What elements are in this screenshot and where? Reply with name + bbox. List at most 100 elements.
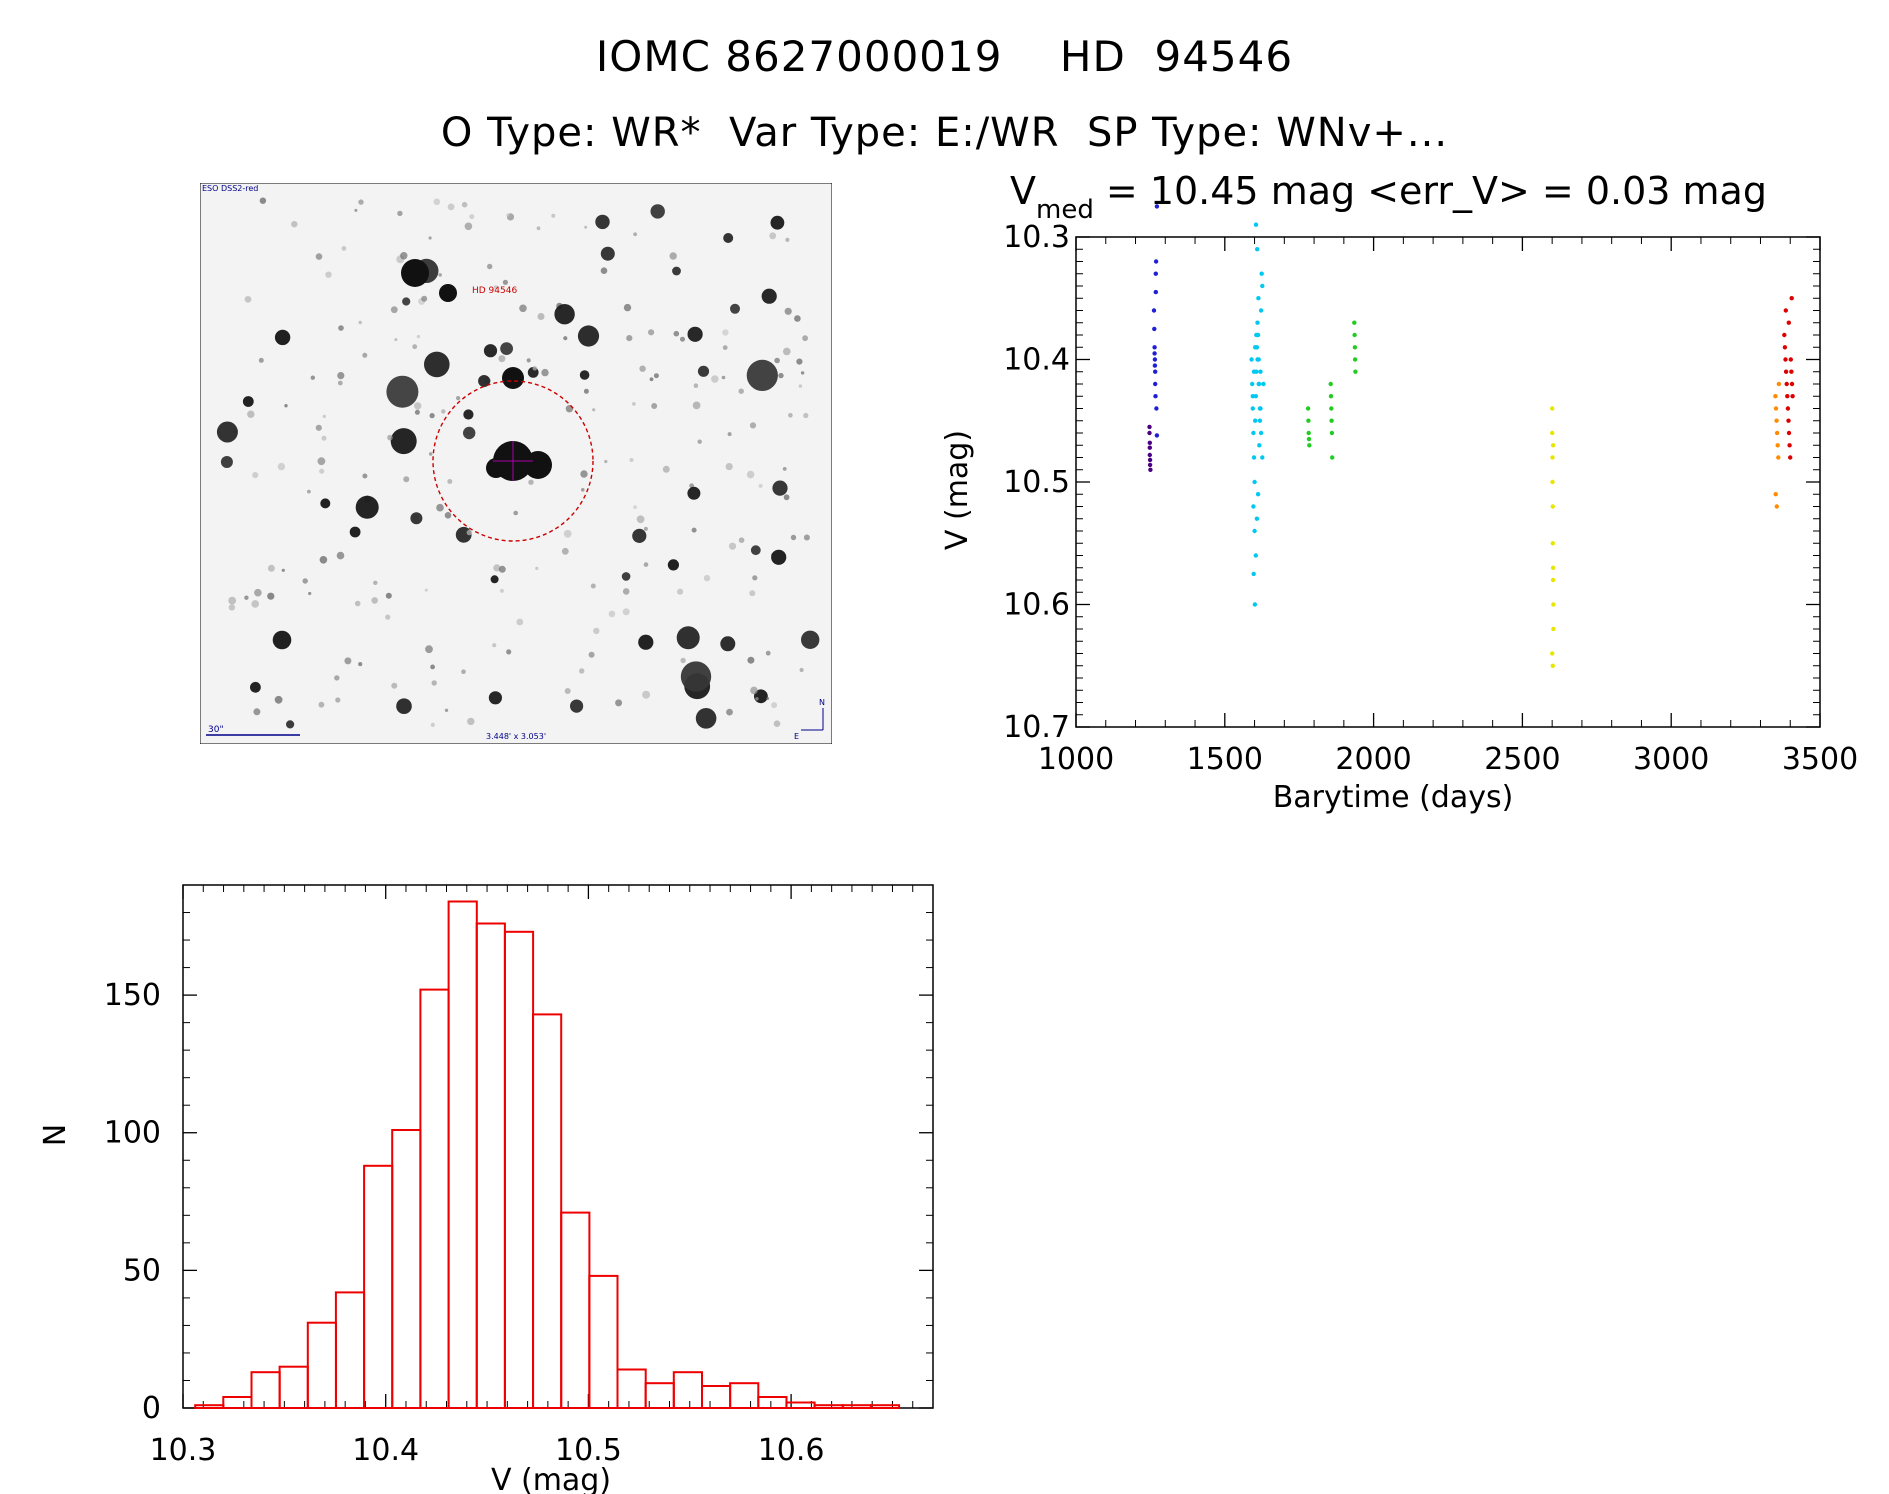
light-curve-point: [1550, 406, 1555, 411]
star: [648, 329, 655, 336]
star: [493, 285, 498, 290]
star: [315, 253, 323, 260]
x-tick-label: 10.5: [555, 1433, 622, 1468]
star: [506, 213, 510, 217]
star: [535, 566, 539, 570]
light-curve-point: [1147, 424, 1152, 430]
histogram-bar: [222, 1396, 253, 1409]
light-curve-point: [1152, 363, 1158, 368]
star: [502, 279, 508, 285]
star: [410, 512, 423, 525]
star: [727, 432, 732, 437]
x-tick-label: 10.4: [352, 1433, 419, 1468]
star: [338, 325, 344, 331]
light-curve-point: [1152, 351, 1157, 356]
histogram-bar: [447, 900, 478, 1409]
star: [551, 213, 556, 218]
light-curve-point: [1254, 332, 1259, 338]
star: [416, 334, 421, 339]
histogram-bar: [306, 1321, 337, 1410]
histogram-bar: [729, 1382, 760, 1410]
star: [800, 371, 805, 375]
star: [728, 542, 737, 550]
light-curve-point: [1258, 369, 1263, 374]
x-tick-label: 2000: [1335, 742, 1411, 777]
light-curve-point: [1307, 443, 1312, 448]
star: [632, 402, 636, 406]
light-curve-point: [1330, 455, 1335, 460]
star: [402, 297, 411, 306]
star: [769, 232, 777, 240]
star: [528, 479, 534, 485]
light-curve-point: [1352, 320, 1357, 325]
light-curve-point: [1550, 430, 1555, 436]
light-curve-point: [1784, 381, 1789, 387]
light-curve-point: [1352, 357, 1358, 362]
light-curve-point: [1329, 430, 1335, 436]
light-curve-point: [1786, 320, 1792, 325]
star: [749, 422, 757, 429]
histogram-bar: [391, 1129, 422, 1409]
star: [493, 564, 501, 572]
star: [794, 315, 801, 322]
histogram-bar: [672, 1371, 703, 1410]
star: [785, 237, 790, 242]
star: [801, 630, 820, 649]
star: [274, 329, 291, 346]
x-tick-label: 1500: [1187, 742, 1263, 777]
light-curve-point: [1551, 626, 1556, 632]
light-curve-point: [1550, 504, 1556, 509]
light-curve-point: [1154, 406, 1159, 411]
histogram-bar: [250, 1371, 281, 1410]
star: [251, 600, 259, 608]
star: [783, 494, 790, 501]
star: [431, 680, 437, 686]
star: [803, 534, 810, 541]
y-tick-label: 50: [123, 1253, 161, 1288]
star: [412, 344, 418, 350]
light-curve-point: [1154, 433, 1160, 438]
light-curve-point: [1255, 320, 1260, 325]
star: [526, 358, 531, 363]
star: [358, 199, 364, 205]
light-curve-point: [1774, 418, 1779, 423]
star: [253, 708, 261, 716]
star: [433, 198, 441, 206]
star: [721, 375, 726, 380]
light-curve-point: [1550, 455, 1555, 460]
y-tick-label: 100: [104, 1116, 161, 1151]
star: [317, 457, 326, 466]
x-tick-label: 2500: [1484, 742, 1560, 777]
star: [488, 691, 502, 705]
star: [691, 527, 697, 533]
star: [358, 320, 362, 325]
light-curve-point: [1786, 418, 1791, 423]
star: [600, 267, 608, 274]
star: [570, 699, 584, 713]
light-curve-point: [1256, 296, 1261, 301]
light-curve-point: [1776, 455, 1781, 460]
star: [362, 473, 368, 479]
star: [738, 388, 744, 394]
star: [425, 645, 433, 654]
light-curve-point: [1774, 430, 1780, 436]
light-curve-point: [1147, 452, 1153, 458]
star: [464, 222, 473, 231]
star: [783, 347, 791, 356]
star: [608, 610, 616, 618]
light-curve-point: [1253, 345, 1258, 350]
star: [247, 410, 255, 418]
star: [770, 215, 785, 230]
star: [579, 668, 585, 674]
histogram-chart: 10.3 10.4 10.5 10.6 0 50 100 150 V (mag) N: [38, 884, 934, 1494]
star: [322, 414, 326, 419]
star: [638, 634, 654, 650]
light-curve-point: [1329, 418, 1334, 423]
star: [615, 699, 623, 707]
light-curve-point: [1249, 357, 1254, 362]
star: [621, 572, 631, 581]
histogram-ylabel: N: [38, 1124, 73, 1146]
light-curve-point: [1306, 436, 1312, 442]
star: [421, 295, 428, 302]
x-tick-label: 3000: [1633, 742, 1709, 777]
